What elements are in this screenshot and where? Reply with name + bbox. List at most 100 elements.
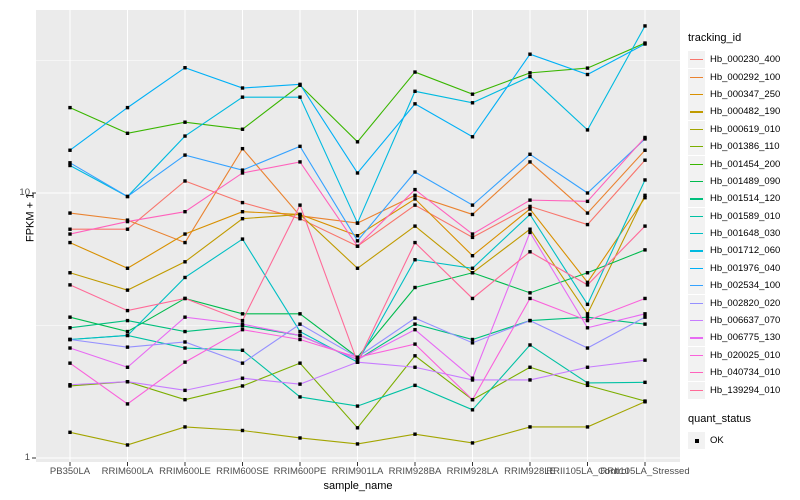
data-point [125, 365, 130, 369]
data-point [643, 399, 647, 403]
data-point [470, 203, 475, 207]
x-tick-label-RRIM600LE: RRIM600LE [159, 466, 211, 477]
data-point [68, 163, 72, 168]
data-point [125, 380, 130, 384]
data-point [125, 308, 130, 313]
data-point [528, 227, 532, 231]
legend-key-line-icon [688, 68, 705, 86]
data-point [183, 329, 187, 334]
data-point [643, 248, 647, 252]
data-point [183, 397, 187, 402]
data-point [355, 244, 360, 248]
legend-label: OK [710, 435, 724, 446]
legend-entry-Hb_001589_010: Hb_001589_010 [688, 207, 798, 225]
data-point [298, 212, 302, 217]
data-point [643, 224, 647, 228]
data-point [298, 144, 302, 149]
x-tick-label-PB350LA: PB350LA [49, 466, 91, 477]
data-point [585, 283, 590, 287]
data-point [643, 135, 647, 140]
legend-entry-Hb_139294_010: Hb_139294_010 [688, 381, 798, 399]
data-point [240, 171, 245, 175]
data-point [68, 383, 72, 387]
legend-label: Hb_002534_100 [710, 280, 781, 292]
data-point [643, 195, 647, 200]
data-point [240, 146, 245, 151]
legend-entry-Hb_000482_190: Hb_000482_190 [688, 103, 798, 121]
data-point [240, 384, 245, 388]
data-point [183, 315, 187, 319]
legend-label: Hb_001976_040 [710, 262, 781, 274]
data-point [643, 312, 647, 316]
data-point [643, 24, 647, 28]
legend-label: Hb_001386_110 [710, 141, 780, 153]
data-point [68, 232, 72, 236]
data-point [298, 337, 302, 342]
data-point [528, 378, 532, 382]
legend-entry-Hb_006775_130: Hb_006775_130 [688, 329, 798, 347]
data-point [413, 327, 417, 332]
legend-entry-Hb_001514_120: Hb_001514_120 [688, 190, 798, 208]
data-point [643, 148, 647, 152]
data-point [470, 341, 475, 345]
legend-label: Hb_002820_020 [710, 297, 781, 309]
legend-entry-Hb_002534_100: Hb_002534_100 [688, 277, 798, 295]
data-point [240, 327, 245, 332]
data-point [125, 105, 130, 110]
data-point [585, 383, 590, 388]
data-point [413, 365, 417, 369]
data-point [355, 239, 360, 243]
legend-label: Hb_000619_010 [710, 123, 781, 135]
data-point [298, 361, 302, 365]
data-point [413, 354, 417, 358]
data-point [68, 227, 72, 231]
data-point [470, 378, 475, 382]
data-point [298, 312, 302, 316]
data-point [355, 357, 360, 362]
data-point [68, 430, 72, 435]
data-point [643, 358, 647, 362]
data-point [298, 160, 302, 164]
data-point [413, 170, 417, 174]
data-point [528, 296, 532, 301]
data-point [125, 443, 130, 447]
data-point [183, 134, 187, 138]
data-point [528, 343, 532, 347]
legend-key-line-icon [688, 329, 705, 347]
legend-label: Hb_001712_060 [710, 245, 781, 257]
legend-label: Hb_001514_120 [710, 193, 781, 205]
data-point [183, 388, 187, 393]
data-point [298, 382, 302, 386]
legend-entry-Hb_001489_090: Hb_001489_090 [688, 172, 798, 190]
data-point [528, 425, 532, 429]
legend-quant-entries: OK [688, 432, 798, 449]
data-point [68, 161, 72, 165]
data-point [125, 288, 130, 292]
data-point [355, 221, 360, 225]
data-point [585, 271, 590, 275]
data-point [240, 86, 245, 90]
data-point [240, 216, 245, 221]
data-point [413, 187, 417, 192]
data-point [585, 72, 590, 77]
data-point [183, 296, 187, 301]
data-point [413, 193, 417, 198]
data-point [183, 120, 187, 124]
data-point [528, 160, 532, 164]
data-point [528, 250, 532, 254]
data-point [585, 318, 590, 323]
legend-entry-Hb_006637_070: Hb_006637_070 [688, 312, 798, 330]
data-point [183, 210, 187, 214]
legend-entry-Hb_002820_020: Hb_002820_020 [688, 294, 798, 312]
data-point [470, 376, 475, 380]
data-point [643, 296, 647, 301]
data-point [298, 329, 302, 334]
legend-entries: Hb_000230_400 Hb_000292_100 Hb_000347_250 H… [688, 51, 798, 399]
legend-label: Hb_006775_130 [710, 332, 781, 344]
data-point [470, 235, 475, 240]
data-point [68, 148, 72, 152]
legend-key-line-icon [688, 242, 705, 260]
data-point [470, 253, 475, 258]
legend-entry-Hb_000619_010: Hb_000619_010 [688, 120, 798, 138]
